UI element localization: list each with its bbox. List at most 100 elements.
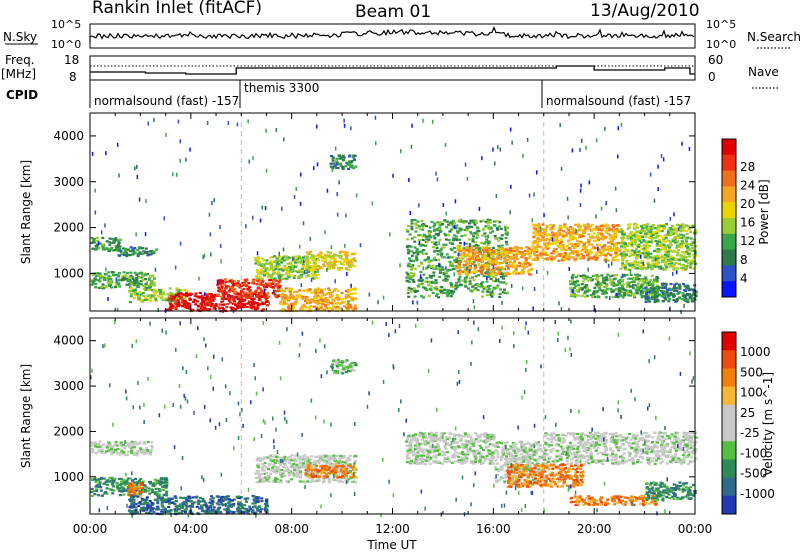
heatmap-cell xyxy=(633,260,637,263)
heatmap-cell xyxy=(409,259,413,262)
heatmap-cell xyxy=(572,286,576,290)
heatmap-cell xyxy=(96,272,100,275)
heatmap-cell xyxy=(310,278,313,282)
heatmap-cell xyxy=(292,306,296,309)
heatmap-cell xyxy=(459,283,463,287)
heatmap-cell xyxy=(353,304,357,307)
heatmap-cell xyxy=(620,230,624,234)
heatmap-cell xyxy=(115,281,119,284)
heatmap-cell xyxy=(299,308,303,311)
heatmap-cell xyxy=(212,305,215,308)
heatmap-cell xyxy=(409,264,413,267)
velocity-data-layer xyxy=(90,318,698,518)
heatmap-cell xyxy=(652,281,655,284)
heatmap-cell xyxy=(122,493,126,496)
heatmap-cell xyxy=(161,291,165,294)
heatmap-cell xyxy=(257,286,261,289)
heatmap-cell xyxy=(620,241,624,244)
heatmap-cell xyxy=(470,225,474,229)
heatmap-cell xyxy=(292,295,296,299)
heatmap-cell xyxy=(280,261,284,264)
heatmap-cell xyxy=(621,287,625,290)
heatmap-cell xyxy=(682,298,686,301)
heatmap-cell xyxy=(622,250,626,254)
heatmap-cell xyxy=(560,259,564,262)
heatmap-cell xyxy=(453,224,456,229)
heatmap-cell xyxy=(439,224,443,227)
heatmap-cell xyxy=(655,293,659,296)
heatmap-cell xyxy=(275,265,278,268)
heatmap-cell xyxy=(660,154,663,159)
heatmap-cell xyxy=(618,242,622,245)
heatmap-cell xyxy=(93,489,97,493)
heatmap-cell xyxy=(492,253,496,256)
heatmap-cell xyxy=(573,280,576,283)
heatmap-cell xyxy=(284,268,288,271)
heatmap-cell xyxy=(508,251,511,254)
heatmap-cell xyxy=(669,216,672,221)
heatmap-cell xyxy=(411,259,415,262)
heatmap-cell xyxy=(259,264,263,267)
heatmap-cell xyxy=(614,233,618,236)
heatmap-cell xyxy=(263,271,267,274)
heatmap-cell xyxy=(288,288,292,291)
heatmap-cell xyxy=(261,291,265,294)
heatmap-cell xyxy=(599,224,603,228)
heatmap-cell xyxy=(488,284,492,287)
heatmap-cell xyxy=(674,235,678,239)
heatmap-cell xyxy=(522,260,526,263)
heatmap-cell xyxy=(649,286,653,290)
heatmap-cell xyxy=(615,227,619,230)
heatmap-cell xyxy=(580,288,584,291)
heatmap-cell xyxy=(327,287,331,290)
heatmap-cell xyxy=(434,241,438,244)
heatmap-cell xyxy=(305,306,309,309)
heatmap-cell xyxy=(663,285,667,288)
heatmap-cell xyxy=(338,268,342,271)
heatmap-cell xyxy=(676,234,680,237)
heatmap-cell xyxy=(691,293,695,296)
heatmap-cell xyxy=(551,227,555,230)
heatmap-cell xyxy=(340,267,344,270)
heatmap-cell xyxy=(354,165,358,168)
heatmap-cell xyxy=(389,232,391,237)
heatmap-cell xyxy=(126,450,130,453)
heatmap-cell xyxy=(635,226,639,229)
heatmap-cell xyxy=(680,244,684,247)
heatmap-cell xyxy=(322,309,326,312)
heatmap-cell xyxy=(582,230,586,233)
heatmap-cell xyxy=(239,291,243,294)
heatmap-cell xyxy=(233,302,237,305)
heatmap-cell xyxy=(557,230,561,233)
heatmap-cell xyxy=(651,226,654,229)
heatmap-cell xyxy=(630,281,634,284)
heatmap-cell xyxy=(241,305,245,308)
heatmap-cell xyxy=(467,252,471,255)
heatmap-cell xyxy=(474,248,478,252)
heatmap-cell xyxy=(465,248,469,252)
heatmap-cell xyxy=(691,261,695,264)
heatmap-cell xyxy=(559,228,563,231)
heatmap-cell xyxy=(412,274,416,277)
heatmap-cell xyxy=(211,201,213,205)
heatmap-cell xyxy=(435,265,439,268)
heatmap-cell xyxy=(290,287,294,291)
heatmap-cell xyxy=(152,291,156,294)
heatmap-cell xyxy=(208,297,212,300)
heatmap-cell xyxy=(128,445,131,448)
heatmap-cell xyxy=(331,266,335,269)
heatmap-cell xyxy=(272,270,276,274)
heatmap-cell xyxy=(111,483,114,486)
heatmap-cell xyxy=(98,440,102,443)
heatmap-cell xyxy=(222,303,226,306)
heatmap-cell xyxy=(328,251,332,254)
heatmap-cell xyxy=(132,481,136,484)
heatmap-cell xyxy=(515,253,519,256)
heatmap-cell xyxy=(423,287,427,290)
heatmap-cell xyxy=(625,261,629,264)
heatmap-cell xyxy=(347,155,351,158)
heatmap-cell xyxy=(442,279,446,282)
heatmap-cell xyxy=(676,292,680,295)
heatmap-cell xyxy=(466,258,470,261)
heatmap-cell xyxy=(123,454,127,457)
